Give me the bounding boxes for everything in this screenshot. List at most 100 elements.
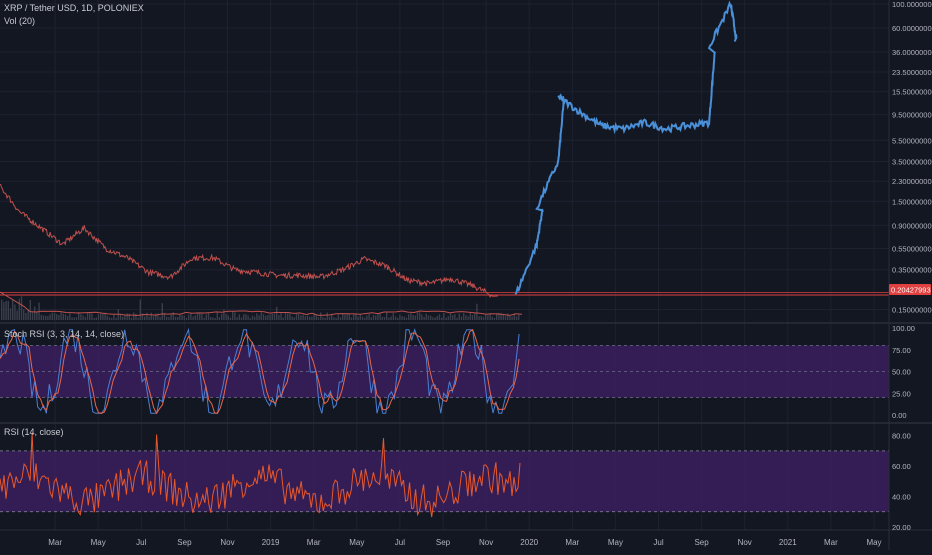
price-pane[interactable] [0,0,889,320]
volume-bar [199,312,201,320]
volume-bar [78,312,80,320]
volume-bar [295,313,298,320]
volume-bar [289,313,291,320]
volume-bar [412,314,414,320]
volume-bar [421,314,423,320]
volume-bar [236,317,238,320]
volume-bar [174,316,177,320]
volume-bar [9,308,12,320]
volume-bar [372,314,375,320]
volume-bar [436,315,438,320]
volume-bar [419,312,421,320]
volume-bar [245,314,247,320]
volume-bar [80,314,82,320]
volume-bar [256,313,258,320]
volume-bar [339,317,342,320]
time-tick-label: Sep [694,538,709,547]
current-price-badge: 0.20427993 [889,284,931,295]
price-tick-label: 23.50000000 [892,68,932,77]
time-tick-label: Nov [479,538,493,547]
volume-bar [377,313,379,320]
volume-bar [337,314,339,320]
volume-bar [150,312,152,320]
volume-bar [370,317,372,320]
volume-bar [482,317,485,320]
volume-bar [69,313,71,320]
volume-bar [225,313,227,320]
volume-bar [71,317,73,320]
rsi-line [0,432,521,518]
time-tick-label: 2020 [520,538,538,547]
volume-bar [155,313,157,320]
volume-bar [148,316,150,320]
volume-bar [388,317,390,320]
volume-bar [42,315,45,320]
volume-bar [513,313,515,320]
stoch-d-line [0,329,520,415]
current-price-value: 0.20427993 [891,286,931,295]
volume-bar [223,309,225,320]
volume-bar [111,317,113,320]
volume-bar [496,313,498,320]
volume-bar [133,312,135,320]
price-tick-label: 1.50000000 [892,197,932,206]
volume-bar [16,310,18,320]
volume-bar [221,313,223,320]
volume-bar [130,317,133,320]
volume-label: Vol (20) [4,16,35,26]
volume-bar [75,317,78,320]
volume-bar [73,317,75,320]
volume-bar [449,312,452,320]
stoch-axis[interactable]: 100.00 75.00 50.00 25.00 0.00 [892,324,915,420]
volume-bar [328,316,331,320]
volume-bar [434,317,436,320]
time-axis[interactable]: Mar May Jul Sep Nov 2019 Mar May Jul Sep Nov 2020 Ma… [48,538,881,547]
volume-ma-line [0,291,523,316]
volume-bar [278,315,280,320]
volume-bar [188,314,190,320]
volume-bar [458,313,460,320]
time-tick-label: May [91,538,106,547]
volume-bar [34,306,36,320]
volume-bar [95,317,97,320]
time-tick-label: 2021 [779,538,797,547]
volume-bar [203,317,205,320]
volume-bar [511,316,513,320]
price-axis[interactable]: 100.00000000 60.00000000 36.00000000 23.500… [892,0,932,315]
price-tick-label: 15.50000000 [892,88,932,97]
stoch-tick-label: 75.00 [892,346,911,355]
volume-bar [106,315,108,320]
grid [0,0,889,530]
price-tick-label: 60.00000000 [892,24,932,33]
volume-bar [441,317,443,320]
volume-bar [518,314,520,320]
volume-bar [397,317,399,320]
volume-bar [375,315,377,320]
volume-bar [403,316,405,320]
volume-bar [410,313,412,320]
volume-bar [218,317,221,320]
volume-bar [137,317,139,320]
volume-bar [104,312,106,320]
volume-bar [485,314,487,320]
time-tick-label: Mar [307,538,321,547]
rsi-tick-label: 80.00 [892,432,911,441]
volume-bar [392,312,394,320]
volume-bar [300,315,302,320]
volume-bar [12,299,14,320]
price-tick-label: 0.35000000 [892,266,932,275]
volume-bar [172,312,174,320]
projected-price-line [514,0,738,295]
stoch-rsi-pane[interactable] [0,327,889,415]
volume-bar [282,317,284,320]
volume-bar [135,313,137,320]
volume-bar [454,314,456,320]
volume-bar [227,315,229,320]
volume-bar [447,316,449,320]
volume-bar [394,316,397,320]
time-tick-label: May [608,538,623,547]
rsi-pane[interactable] [0,432,889,518]
volume-bar [399,314,401,320]
rsi-axis[interactable]: 80.00 60.00 40.00 20.00 [892,432,911,532]
